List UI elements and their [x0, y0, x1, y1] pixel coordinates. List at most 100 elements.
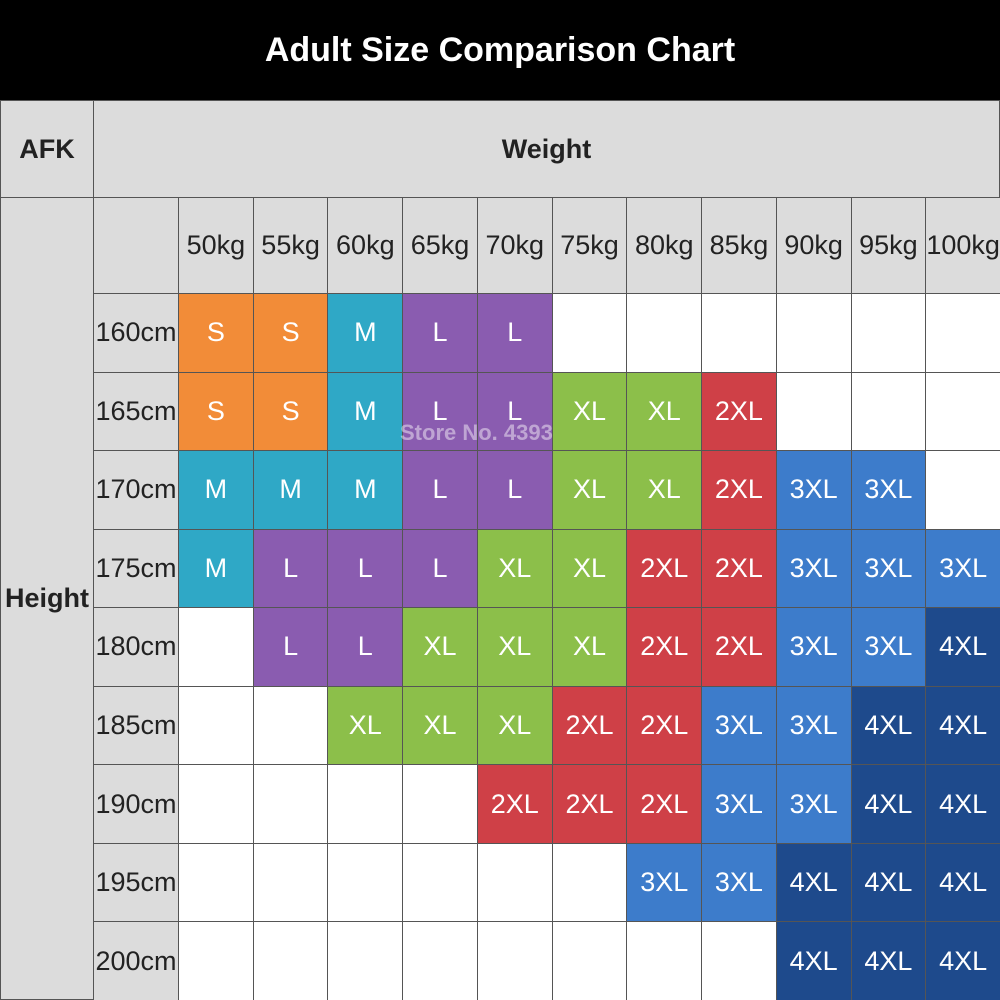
size-cell: [178, 842, 254, 923]
size-cell: 2XL: [701, 450, 777, 530]
size-cell: [178, 921, 254, 1000]
size-cell: 2XL: [626, 528, 703, 609]
size-cell: XL: [626, 450, 703, 530]
size-cell: [327, 842, 404, 923]
size-cell: 3XL: [850, 450, 927, 530]
size-cell: [327, 921, 404, 1000]
size-cell: M: [327, 371, 404, 452]
weight-label: 60kg: [327, 197, 404, 294]
size-cell: L: [402, 293, 478, 373]
size-cell: [850, 371, 927, 452]
size-cell: XL: [551, 371, 628, 452]
size-cell: [178, 607, 254, 687]
size-cell: XL: [402, 607, 478, 687]
weight-label: 80kg: [626, 197, 703, 294]
size-cell: 2XL: [551, 764, 628, 844]
size-cell: L: [476, 371, 553, 452]
size-cell: L: [402, 371, 478, 452]
height-label: 175cm: [93, 528, 179, 609]
size-cell: [626, 293, 703, 373]
size-cell: S: [252, 371, 329, 452]
size-cell: 4XL: [925, 842, 1000, 923]
size-cell: 2XL: [701, 528, 777, 609]
height-label: 185cm: [93, 685, 179, 766]
weight-label: 95kg: [850, 197, 927, 294]
size-cell: L: [476, 450, 553, 530]
corner-label: AFK: [0, 100, 94, 198]
size-cell: [925, 371, 1000, 452]
weight-label: 65kg: [402, 197, 478, 294]
size-cell: 4XL: [775, 842, 852, 923]
size-cell: XL: [551, 450, 628, 530]
size-cell: [775, 293, 852, 373]
size-cell: 2XL: [701, 607, 777, 687]
size-cell: [252, 764, 329, 844]
size-cell: 3XL: [850, 607, 927, 687]
size-cell: [925, 293, 1000, 373]
size-cell: 4XL: [775, 921, 852, 1000]
size-cell: [476, 842, 553, 923]
size-cell: 4XL: [925, 685, 1000, 766]
size-cell: M: [178, 528, 254, 609]
size-cell: XL: [476, 685, 553, 766]
weight-label: 90kg: [775, 197, 852, 294]
size-cell: 3XL: [775, 450, 852, 530]
size-cell: 2XL: [701, 371, 777, 452]
size-cell: 3XL: [701, 842, 777, 923]
size-cell: [551, 293, 628, 373]
size-cell: XL: [551, 528, 628, 609]
size-cell: 3XL: [775, 607, 852, 687]
size-cell: S: [252, 293, 329, 373]
size-cell: [252, 921, 329, 1000]
size-cell: 3XL: [701, 764, 777, 844]
size-cell: L: [402, 450, 478, 530]
weight-label: 100kg: [925, 197, 1000, 294]
size-cell: 3XL: [925, 528, 1000, 609]
height-label: 195cm: [93, 842, 179, 923]
size-cell: 4XL: [925, 921, 1000, 1000]
size-cell: XL: [476, 607, 553, 687]
size-cell: [626, 921, 703, 1000]
size-cell: S: [178, 293, 254, 373]
watermark: Store No. 4393: [400, 420, 553, 445]
weight-header: Weight: [93, 100, 1000, 198]
size-cell: S: [178, 371, 254, 452]
size-cell: XL: [402, 685, 478, 766]
size-cell: [551, 842, 628, 923]
size-cell: 2XL: [626, 607, 703, 687]
size-cell: 4XL: [850, 764, 927, 844]
size-cell: L: [402, 528, 478, 609]
size-cell: 4XL: [850, 921, 927, 1000]
size-cell: L: [252, 528, 329, 609]
height-header: Height: [0, 197, 94, 1000]
size-cell: [252, 842, 329, 923]
size-cell: M: [252, 450, 329, 530]
size-cell: 3XL: [701, 685, 777, 766]
size-cell: [850, 293, 927, 373]
size-cell: [327, 764, 404, 844]
weight-label: 55kg: [252, 197, 329, 294]
size-cell: M: [327, 450, 404, 530]
size-cell: 4XL: [925, 764, 1000, 844]
size-cell: 3XL: [850, 528, 927, 609]
height-label: 165cm: [93, 371, 179, 452]
size-cell: 2XL: [551, 685, 628, 766]
size-cell: XL: [626, 371, 703, 452]
size-cell: 4XL: [925, 607, 1000, 687]
size-cell: [925, 450, 1000, 530]
size-cell: [178, 764, 254, 844]
size-cell: [402, 764, 478, 844]
weight-label: 70kg: [476, 197, 553, 294]
size-cell: 4XL: [850, 685, 927, 766]
height-label: 170cm: [93, 450, 179, 530]
size-cell: XL: [476, 528, 553, 609]
height-label: 160cm: [93, 293, 179, 373]
size-cell: M: [178, 450, 254, 530]
size-cell: 3XL: [775, 685, 852, 766]
size-cell: [402, 921, 478, 1000]
size-cell: [701, 921, 777, 1000]
size-cell: 3XL: [626, 842, 703, 923]
size-cell: 2XL: [476, 764, 553, 844]
size-cell: [476, 921, 553, 1000]
